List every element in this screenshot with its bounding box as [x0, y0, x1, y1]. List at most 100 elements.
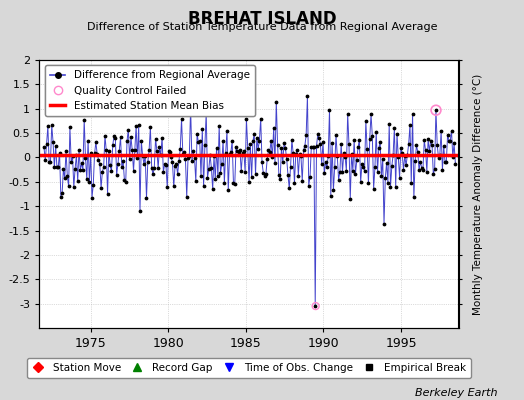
Point [123, 138, 131, 144]
Point [173, 171, 182, 177]
Point [111, 135, 119, 142]
Point [206, 152, 214, 159]
Point [192, 178, 200, 184]
Point [390, 125, 399, 131]
Point [72, 152, 81, 158]
Point [359, 164, 367, 170]
Point [49, 138, 57, 145]
Point [425, 148, 434, 154]
Point [263, 156, 271, 162]
Point [146, 124, 155, 130]
Point [258, 159, 266, 166]
Point [389, 152, 397, 158]
Point [340, 150, 348, 156]
Point [285, 185, 293, 192]
Point [346, 196, 354, 202]
Point [58, 190, 67, 196]
Point [434, 155, 443, 161]
Point [435, 152, 444, 158]
Point [369, 185, 378, 192]
Point [367, 111, 375, 117]
Point [377, 173, 386, 180]
Point [224, 187, 233, 194]
Point [223, 128, 231, 134]
Point [168, 159, 177, 166]
Point [198, 126, 206, 132]
Point [304, 182, 313, 189]
Point [319, 139, 327, 145]
Point [307, 144, 315, 150]
Point [238, 150, 247, 156]
Point [277, 144, 286, 151]
Point [269, 124, 278, 131]
Point [163, 184, 171, 191]
Point [255, 138, 264, 144]
Point [214, 173, 222, 180]
Point [181, 156, 190, 162]
Point [177, 116, 185, 122]
Point [171, 163, 179, 169]
Point [442, 159, 451, 165]
Point [259, 170, 267, 176]
Point [246, 141, 255, 147]
Point [97, 184, 105, 191]
Point [40, 144, 48, 150]
Point [385, 121, 394, 127]
Point [331, 164, 339, 170]
Point [195, 138, 204, 144]
Point [361, 168, 369, 174]
Point [364, 180, 373, 186]
Point [250, 130, 258, 137]
Point [80, 116, 89, 123]
Point [272, 98, 280, 105]
Point [391, 184, 400, 190]
Point [247, 174, 256, 181]
Point [68, 153, 77, 159]
Point [70, 184, 78, 190]
Point [430, 166, 439, 172]
Point [57, 194, 65, 200]
Point [167, 154, 176, 160]
Point [51, 143, 60, 150]
Point [315, 135, 323, 141]
Point [410, 194, 418, 201]
Point [48, 122, 56, 128]
Point [299, 147, 308, 153]
Point [133, 155, 141, 161]
Point [433, 142, 441, 148]
Point [325, 107, 334, 113]
Point [184, 155, 192, 161]
Point [411, 157, 419, 164]
Point [318, 161, 326, 167]
Point [310, 144, 318, 150]
Point [151, 136, 160, 142]
Point [428, 141, 436, 148]
Point [373, 169, 381, 175]
Point [150, 164, 158, 171]
Point [83, 176, 91, 182]
Point [284, 172, 292, 178]
Point [303, 92, 312, 99]
Point [438, 166, 446, 173]
Point [225, 150, 234, 157]
Point [59, 166, 68, 172]
Point [86, 150, 95, 156]
Point [147, 165, 156, 171]
Point [446, 138, 454, 144]
Text: Berkeley Earth: Berkeley Earth [416, 388, 498, 398]
Point [366, 136, 374, 142]
Point [260, 172, 269, 179]
Point [94, 157, 103, 163]
Point [399, 166, 408, 173]
Point [254, 146, 263, 152]
Point [413, 148, 422, 155]
Point [114, 160, 122, 167]
Point [201, 142, 209, 149]
Point [249, 138, 257, 144]
Point [209, 186, 217, 192]
Point [355, 136, 364, 143]
Point [81, 154, 90, 161]
Point [124, 126, 133, 133]
Point [174, 158, 183, 164]
Point [290, 180, 299, 186]
